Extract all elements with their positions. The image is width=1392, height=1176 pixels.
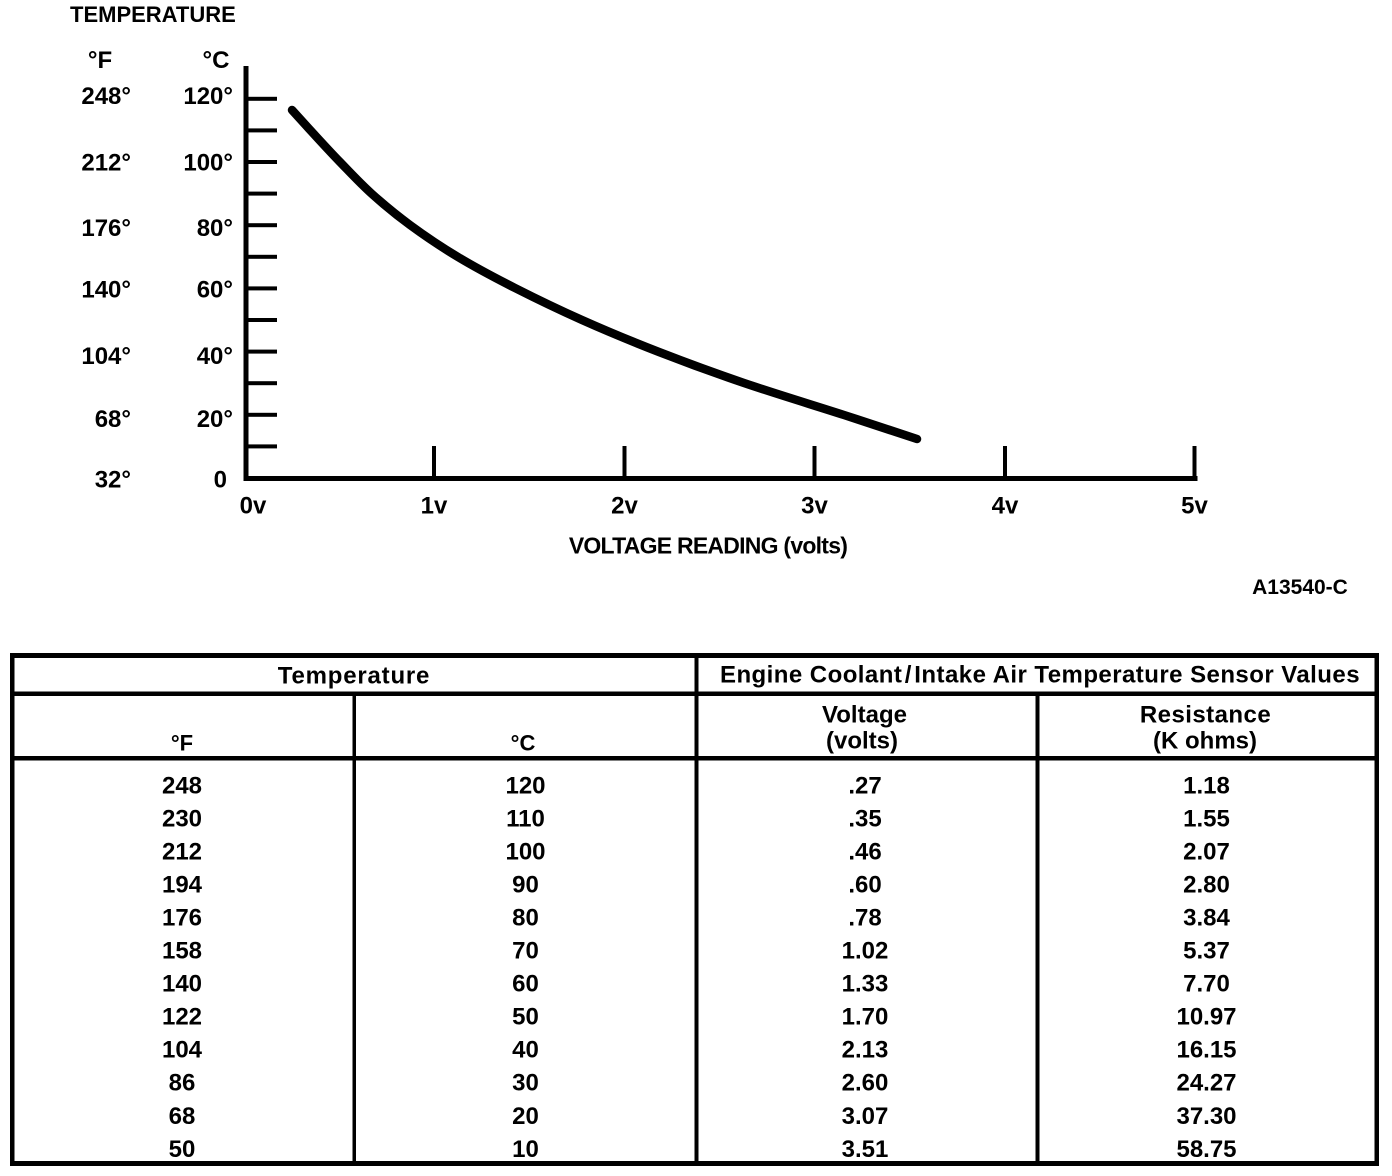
svg-text:68: 68 — [169, 1103, 196, 1130]
svg-text:A13540-C: A13540-C — [1252, 576, 1348, 599]
svg-text:(K ohms): (K ohms) — [1153, 728, 1257, 755]
svg-text:.35: .35 — [848, 805, 881, 832]
svg-text:40°: 40° — [197, 343, 233, 370]
svg-text:20: 20 — [512, 1103, 539, 1130]
svg-text:.46: .46 — [848, 838, 881, 865]
svg-text:.27: .27 — [848, 772, 881, 799]
svg-text:40: 40 — [512, 1037, 539, 1064]
svg-text:2.13: 2.13 — [842, 1037, 889, 1064]
svg-text:1.70: 1.70 — [842, 1004, 889, 1031]
svg-text:2.07: 2.07 — [1183, 838, 1230, 865]
svg-text:30: 30 — [512, 1070, 539, 1097]
svg-text:2.60: 2.60 — [842, 1070, 889, 1097]
svg-text:37.30: 37.30 — [1176, 1103, 1236, 1130]
svg-text:3v: 3v — [801, 493, 828, 520]
svg-text:100: 100 — [505, 838, 545, 865]
svg-text:0: 0 — [214, 466, 227, 493]
svg-text:0v: 0v — [240, 493, 267, 520]
svg-text:90: 90 — [512, 871, 539, 898]
svg-text:230: 230 — [162, 805, 202, 832]
svg-text:60: 60 — [512, 971, 539, 998]
svg-text:16.15: 16.15 — [1176, 1037, 1236, 1064]
svg-text:2v: 2v — [611, 493, 638, 520]
svg-text:104: 104 — [162, 1037, 203, 1064]
svg-text:140: 140 — [162, 971, 202, 998]
svg-text:°C: °C — [511, 731, 536, 756]
svg-text:2.80: 2.80 — [1183, 871, 1230, 898]
svg-text:1.55: 1.55 — [1183, 805, 1230, 832]
svg-text:Resistance: Resistance — [1140, 702, 1271, 729]
svg-text:3.07: 3.07 — [842, 1103, 889, 1130]
svg-text:°C: °C — [203, 47, 230, 74]
svg-text:212: 212 — [162, 838, 202, 865]
svg-text:°F: °F — [88, 47, 112, 74]
svg-text:60°: 60° — [197, 276, 233, 303]
svg-text:58.75: 58.75 — [1176, 1136, 1236, 1163]
svg-text:.60: .60 — [848, 871, 881, 898]
svg-text:4v: 4v — [992, 493, 1019, 520]
svg-text:10: 10 — [512, 1136, 539, 1163]
svg-text:122: 122 — [162, 1004, 202, 1031]
svg-text:3.84: 3.84 — [1183, 904, 1230, 931]
svg-text:5.37: 5.37 — [1183, 938, 1230, 965]
svg-text:7.70: 7.70 — [1183, 971, 1230, 998]
svg-text:248°: 248° — [81, 83, 131, 110]
svg-text:158: 158 — [162, 938, 202, 965]
svg-text:110: 110 — [506, 805, 545, 832]
svg-text:176°: 176° — [81, 215, 131, 242]
svg-text:10.97: 10.97 — [1176, 1004, 1236, 1031]
svg-text:5v: 5v — [1181, 493, 1208, 520]
svg-text:248: 248 — [162, 772, 202, 799]
svg-text:1.02: 1.02 — [842, 938, 889, 965]
svg-text:80: 80 — [512, 904, 539, 931]
svg-text:20°: 20° — [197, 406, 233, 433]
svg-text:120°: 120° — [183, 83, 233, 110]
svg-text:.78: .78 — [848, 904, 881, 931]
svg-text:3.51: 3.51 — [842, 1136, 889, 1163]
svg-text:24.27: 24.27 — [1176, 1070, 1236, 1097]
svg-text:212°: 212° — [81, 149, 131, 176]
svg-text:Temperature: Temperature — [278, 663, 430, 690]
svg-text:TEMPERATURE: TEMPERATURE — [70, 2, 236, 27]
svg-text:120: 120 — [505, 772, 545, 799]
svg-text:80°: 80° — [197, 215, 233, 242]
svg-text:°F: °F — [171, 731, 193, 756]
svg-text:176: 176 — [162, 904, 202, 931]
svg-text:86: 86 — [169, 1070, 196, 1097]
svg-text:1v: 1v — [421, 493, 448, 520]
svg-text:100°: 100° — [183, 149, 233, 176]
svg-text:1.33: 1.33 — [842, 971, 889, 998]
svg-text:68°: 68° — [95, 406, 131, 433]
svg-text:Voltage: Voltage — [822, 702, 907, 729]
svg-text:50: 50 — [169, 1136, 196, 1163]
svg-text:32°: 32° — [95, 466, 131, 493]
svg-text:104°: 104° — [81, 343, 131, 370]
svg-text:140°: 140° — [81, 276, 131, 303]
svg-text:50: 50 — [512, 1004, 539, 1031]
svg-text:194: 194 — [162, 871, 203, 898]
svg-text:VOLTAGE READING (volts): VOLTAGE READING (volts) — [569, 533, 847, 559]
svg-text:Engine Coolant / Intake Air Te: Engine Coolant / Intake Air Temperature … — [720, 662, 1360, 689]
svg-text:1.18: 1.18 — [1183, 772, 1230, 799]
svg-text:(volts): (volts) — [826, 728, 898, 755]
svg-text:70: 70 — [512, 938, 539, 965]
